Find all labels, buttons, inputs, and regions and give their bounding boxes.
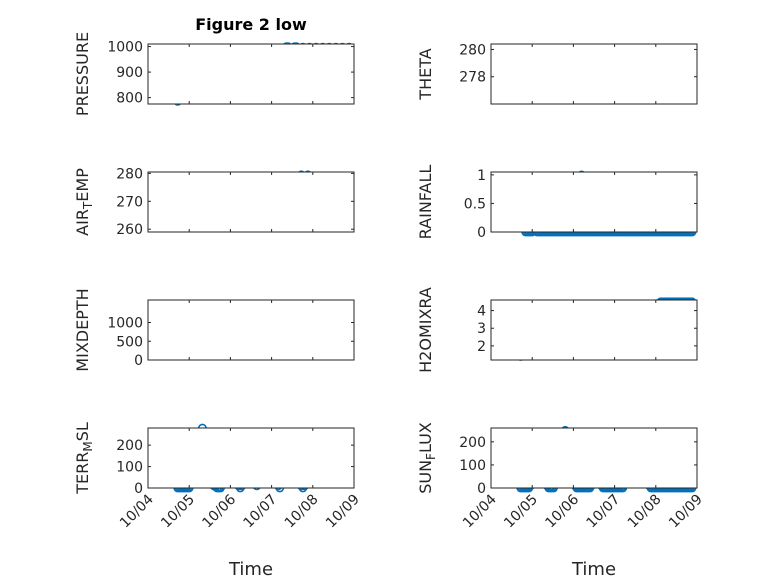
subplot-terr-msl: 0 100 200 10/04 10/05 10/06 10/07 10/08 10/09 TER… — [73, 422, 363, 531]
x-tick-label: 10/08 — [282, 492, 322, 532]
subplot-sun-flux: 0 100 200 10/04 10/05 10/06 10/07 10/08 10/09 SUN… — [416, 422, 706, 531]
y-tick-label: 0 — [477, 225, 486, 241]
axes-box — [147, 427, 355, 489]
y-tick-label: 278 — [459, 70, 486, 86]
subplot-rainfall: 0 0.5 1 RAINFALL — [416, 165, 698, 241]
axes-box — [490, 171, 698, 233]
x-tick-label: 10/09 — [666, 492, 706, 532]
y-tick-label: 1 — [477, 168, 486, 184]
axes-box — [147, 43, 355, 105]
y-axis-label: AIRTEMP — [73, 168, 95, 236]
y-tick-label: 0 — [134, 353, 143, 369]
y-axis-label: MIXDEPTH — [73, 288, 92, 371]
y-tick-label: 280 — [116, 166, 143, 182]
x-tick-label: 10/09 — [323, 492, 363, 532]
y-axis-label: TERRMSL — [73, 422, 95, 495]
y-tick-label: 2 — [477, 339, 486, 355]
x-tick-label: 10/04 — [460, 491, 500, 531]
x-tick-label: 10/04 — [117, 491, 157, 531]
y-tick-label: 270 — [116, 194, 143, 210]
y-axis-label: PRESSURE — [73, 32, 92, 116]
y-tick-label: 200 — [116, 438, 143, 454]
axes-box — [147, 299, 355, 361]
figure-title: Figure 2 low — [195, 15, 307, 34]
axes-box — [490, 43, 698, 105]
y-tick-label: 500 — [116, 334, 143, 350]
x-axis-label-left: Time — [228, 559, 273, 580]
subplot-mixdepth: 0 500 1000 MIXDEPTH — [73, 288, 355, 372]
subplot-pressure: 800 900 1000 PRESSURE — [73, 32, 355, 116]
x-tick-label: 10/06 — [199, 491, 239, 531]
y-axis-label: H2OMIXRA — [416, 287, 435, 373]
y-axis-label: SUNFLUX — [416, 422, 438, 494]
x-tick-label: 10/08 — [625, 492, 665, 532]
subplot-air-temp: 260 270 280 AIRTEMP — [73, 166, 355, 238]
y-tick-label: 200 — [459, 435, 486, 451]
x-axis-label-right: Time — [571, 559, 616, 580]
x-tick-label: 10/05 — [158, 492, 198, 532]
y-axis-label: RAINFALL — [416, 165, 435, 240]
x-tick-label: 10/06 — [542, 491, 582, 531]
y-tick-label: 280 — [459, 42, 486, 58]
y-tick-label: 0.5 — [464, 196, 486, 212]
axes-box — [490, 427, 698, 489]
y-tick-label: 3 — [477, 321, 486, 337]
y-tick-label: 900 — [116, 65, 143, 81]
y-axis-label: THETA — [416, 48, 435, 100]
y-tick-label: 4 — [477, 304, 486, 320]
y-tick-label: 260 — [116, 222, 143, 238]
x-tick-label: 10/05 — [501, 492, 541, 532]
axes-box — [147, 171, 355, 233]
y-tick-label: 800 — [116, 91, 143, 107]
x-tick-label: 10/07 — [584, 492, 624, 532]
subplot-theta: 278 280 THETA — [416, 42, 698, 105]
y-tick-label: 0 — [477, 481, 486, 497]
y-tick-label: 0 — [134, 481, 143, 497]
axes-box — [490, 299, 698, 361]
y-tick-label: 1000 — [107, 40, 143, 56]
subplot-h2omixra: 2 34 H2OMIXRA — [416, 287, 698, 373]
x-tick-label: 10/07 — [241, 492, 281, 532]
y-tick-label: 100 — [459, 458, 486, 474]
y-tick-label: 1000 — [107, 316, 143, 332]
y-tick-label: 100 — [116, 460, 143, 476]
